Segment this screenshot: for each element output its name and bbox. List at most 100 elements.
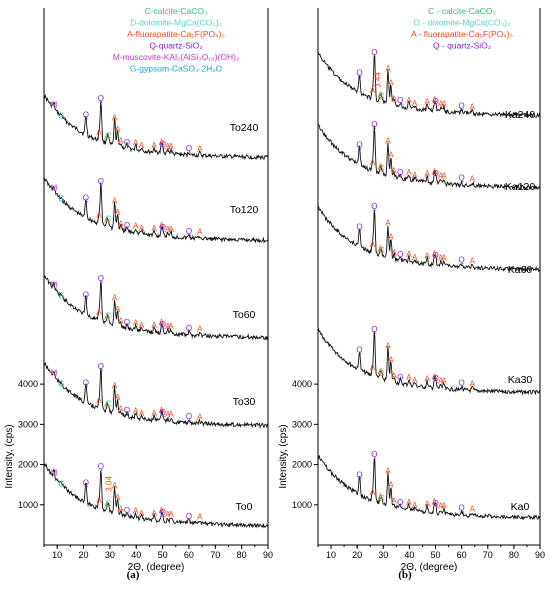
peak-mark: A [412,501,418,510]
peak-mark: M [51,369,58,378]
peak-mark: A [115,208,121,217]
peak-mark: Q [397,373,403,382]
peak-mark: Q [371,120,377,129]
peak-mark: A [412,171,418,180]
peak-mark: Q [160,223,166,232]
peak-mark: A [424,169,430,178]
x-tick-label: 90 [263,550,273,560]
peak-mark: Q [397,498,403,507]
peak-mark: A [406,96,412,105]
peak-mark: A [168,225,174,234]
peak-mark: A [441,99,447,108]
peak-mark: Q [98,362,104,371]
peak-mark: M [51,469,58,478]
peak-mark: A [412,99,418,108]
peak-mark: Q [160,508,166,517]
xrd-trace-line [317,455,541,521]
peak-mark: Q [124,406,130,415]
peak-mark: A [432,497,438,506]
peak-mark: A [197,413,203,422]
peak-mark: A [391,94,397,103]
peak-mark: Q [98,274,104,283]
peak-mark: A [385,137,391,146]
peak-mark: A [370,488,376,497]
peak-mark: A [470,102,476,111]
y-axis-title: Intensity, (cps) [4,424,15,488]
legend-entry: C-calcite-CaCO₃ [145,6,208,16]
peak-mark: A [112,113,118,122]
peak-mark: A [432,372,438,381]
trace-label: Ka0 [511,501,530,513]
peak-mark: A [133,222,139,231]
peak-mark: G [58,379,64,388]
peak-mark: A [165,322,171,331]
peak-mark: A [139,321,145,330]
peak-mark: A [168,322,174,331]
peak-mark: C [105,500,111,509]
peak-mark: C [379,369,385,378]
peak-mark: G [58,194,64,203]
peak-mark: C [379,92,385,101]
peak-mark: A [391,496,397,505]
xrd-trace-line [317,206,541,273]
trace-label: Ka240 [505,109,536,121]
peak-mark: Q [433,499,439,508]
x-tick-label: 80 [237,550,247,560]
peak-mark: Q [98,94,104,103]
peak-mark: M [51,184,58,193]
peak-mark: A [133,319,139,328]
peak-mark: Q [83,478,89,487]
panel-b: 10 20 30 40 50 60 70 80 90 1000 2000 3000 4000 2Θ, (d… [278,6,545,573]
peak-mark: A [406,250,412,259]
peak-mark: A [96,211,102,220]
peak-mark: A [438,502,444,511]
peak-mark: A [391,371,397,380]
peak-mark: C [105,132,111,141]
peak-mark: A [96,396,102,405]
peak-mark: A [412,376,418,385]
x-tick-label: 60 [184,550,194,560]
peak-mark: Q [397,250,403,259]
x-axis-title: 2Θ, (degree) [401,562,458,573]
peak-mark: A [104,400,110,409]
xrd-trace-line [44,462,269,529]
peak-mark: M [51,281,58,290]
peak-mark: A [378,90,384,99]
peak-mark: A [168,410,174,419]
y-tick-label: 1000 [292,500,312,510]
peak-mark: A [112,293,118,302]
peak-mark: A [370,363,376,372]
peak-mark: A [118,137,124,146]
peak-mark: Q [160,140,166,149]
x-tick-label: 60 [457,550,467,560]
peak-mark: Q [124,506,130,515]
peak-mark: Q [83,378,89,387]
trace-label: To120 [230,204,259,216]
panel-label-a: (a) [127,569,140,581]
peak-mark: A [432,249,438,258]
peak-mark: A [159,221,165,230]
peak-mark: A [139,224,145,233]
y-tick-label: 3000 [18,419,38,429]
x-tick-label: 80 [509,550,519,560]
peak-mark: A [424,251,430,260]
legend-entry: M-muscovite-KAl₂(AlSi₃O₁₀)(OH)₂ [113,52,240,62]
peak-mark: G [58,111,64,120]
peak-mark: Q [459,379,465,388]
peak-mark: A [115,393,121,402]
peak-mark: A [470,504,476,513]
peak-mark: A [438,172,444,181]
y-tick-label: 3000 [292,419,312,429]
peak-mark: A [432,167,438,176]
x-tick-label: 50 [431,550,441,560]
trace-label: To240 [230,122,259,134]
x-tick-label: 70 [483,550,493,560]
peak-mark: A [438,254,444,263]
peak-mark: Q [371,325,377,334]
peak-mark: A [378,244,384,253]
peak-mark: A [104,132,110,141]
peak-mark: A [370,158,376,167]
legend-entry: C - calcite-CaCO₃ [428,6,496,16]
y-tick-label: 1000 [18,500,38,510]
peak-mark: Q [186,227,192,236]
